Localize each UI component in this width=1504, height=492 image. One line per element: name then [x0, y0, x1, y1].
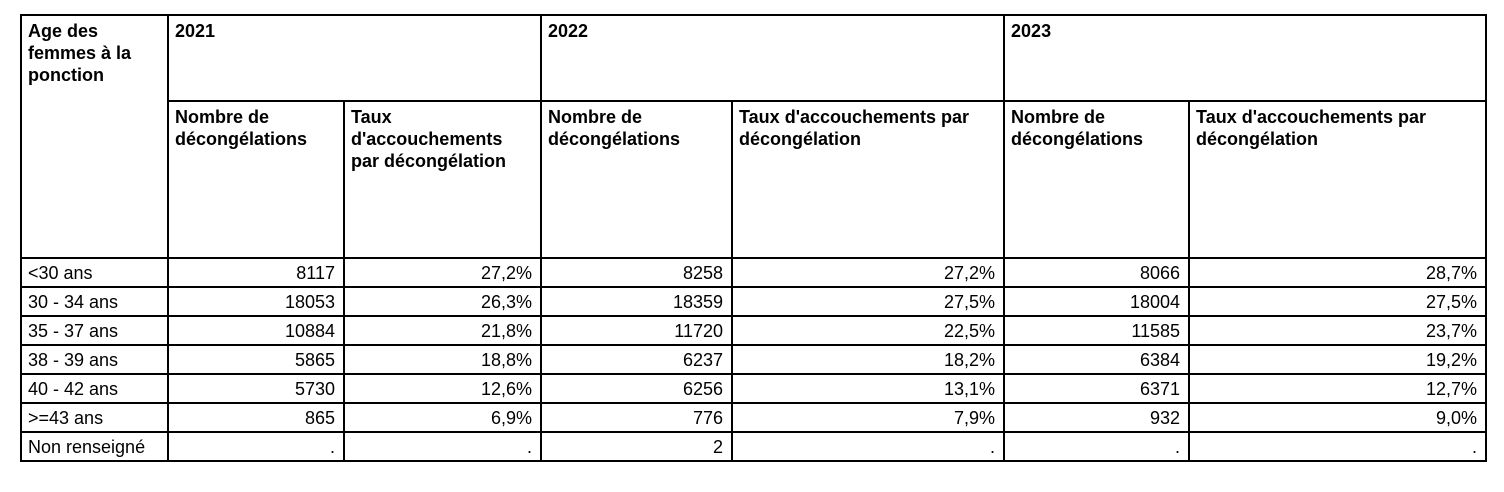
sub-header-row: Nombre de décongélations Taux d'accouche… — [21, 100, 1488, 259]
table-cell: 932 — [1003, 402, 1191, 433]
decongelations-table: Age des femmes à la ponction 2021 2022 2… — [20, 14, 1488, 462]
year-header-row: Age des femmes à la ponction 2021 2022 2… — [20, 14, 1488, 259]
table-row-non-renseigne: Non renseigné . . 2 . . . — [20, 431, 1488, 462]
row-label: 35 - 37 ans — [20, 315, 169, 346]
table-cell: 18053 — [167, 286, 345, 317]
table-row-35-37: 35 - 37 ans 10884 21,8% 11720 22,5% 1158… — [20, 315, 1488, 346]
table-cell: 8066 — [1003, 257, 1191, 288]
table-cell: 27,2% — [342, 257, 543, 288]
table-cell: 6384 — [1003, 344, 1191, 375]
year-header-2022: 2022 — [540, 14, 1006, 102]
table-cell: . — [1188, 431, 1488, 462]
row-label: Non renseigné — [20, 431, 169, 462]
table-cell: 28,7% — [1188, 257, 1488, 288]
table-cell: . — [1003, 431, 1191, 462]
table-cell: 5865 — [167, 344, 345, 375]
subheader-2021-nombre: Nombre de décongélations — [167, 100, 345, 259]
row-label: <30 ans — [20, 257, 169, 288]
row-label: 30 - 34 ans — [20, 286, 169, 317]
table-cell: 8258 — [540, 257, 734, 288]
table-row-under-30: <30 ans 8117 27,2% 8258 27,2% 8066 28,7% — [20, 257, 1488, 288]
table-cell: 865 — [167, 402, 345, 433]
table-cell: 6371 — [1003, 373, 1191, 404]
subheader-2022-nombre: Nombre de décongélations — [540, 100, 734, 259]
table-cell: 27,2% — [731, 257, 1006, 288]
table-cell: 10884 — [167, 315, 345, 346]
subheader-2021-taux: Taux d'accouchements par décongélation — [342, 100, 543, 259]
table-cell: 18,8% — [342, 344, 543, 375]
table-cell: . — [167, 431, 345, 462]
year-header-2021: 2021 — [166, 14, 543, 102]
table-cell: 21,8% — [342, 315, 543, 346]
table-cell: 5730 — [167, 373, 345, 404]
table-cell: 18359 — [540, 286, 734, 317]
table-cell: 6237 — [540, 344, 734, 375]
table-cell: 12,7% — [1188, 373, 1488, 404]
subheader-2023-taux: Taux d'accouchements par décongélation — [1188, 100, 1488, 259]
table-cell: 26,3% — [342, 286, 543, 317]
subheader-2022-taux: Taux d'accouchements par décongélation — [731, 100, 1006, 259]
table-cell: 11585 — [1003, 315, 1191, 346]
table-cell: 27,5% — [1188, 286, 1488, 317]
corner-header: Age des femmes à la ponction — [20, 14, 169, 259]
table-cell: 9,0% — [1188, 402, 1488, 433]
table-cell: 8117 — [167, 257, 345, 288]
year-header-2023: 2023 — [1003, 14, 1488, 102]
table-cell: 18004 — [1003, 286, 1191, 317]
table-cell: 7,9% — [731, 402, 1006, 433]
table-row-30-34: 30 - 34 ans 18053 26,3% 18359 27,5% 1800… — [20, 286, 1488, 317]
table-cell: 19,2% — [1188, 344, 1488, 375]
row-label: 38 - 39 ans — [20, 344, 169, 375]
table-cell: 12,6% — [342, 373, 543, 404]
table-cell: 27,5% — [731, 286, 1006, 317]
table-cell: 23,7% — [1188, 315, 1488, 346]
table-cell: 18,2% — [731, 344, 1006, 375]
table-row-43-plus: >=43 ans 865 6,9% 776 7,9% 932 9,0% — [20, 402, 1488, 433]
row-label: 40 - 42 ans — [20, 373, 169, 404]
decongelations-table-container: Age des femmes à la ponction 2021 2022 2… — [20, 14, 1488, 462]
table-cell: 22,5% — [731, 315, 1006, 346]
row-label: >=43 ans — [20, 402, 169, 433]
table-cell: 776 — [540, 402, 734, 433]
table-cell: 6256 — [540, 373, 734, 404]
table-cell: 6,9% — [342, 402, 543, 433]
table-cell: 11720 — [540, 315, 734, 346]
subheader-2023-nombre: Nombre de décongélations — [1003, 100, 1191, 259]
table-cell: . — [342, 431, 543, 462]
table-row-40-42: 40 - 42 ans 5730 12,6% 6256 13,1% 6371 1… — [20, 373, 1488, 404]
table-row-38-39: 38 - 39 ans 5865 18,8% 6237 18,2% 6384 1… — [20, 344, 1488, 375]
table-cell: 13,1% — [731, 373, 1006, 404]
table-cell: 2 — [540, 431, 734, 462]
table-cell: . — [731, 431, 1006, 462]
